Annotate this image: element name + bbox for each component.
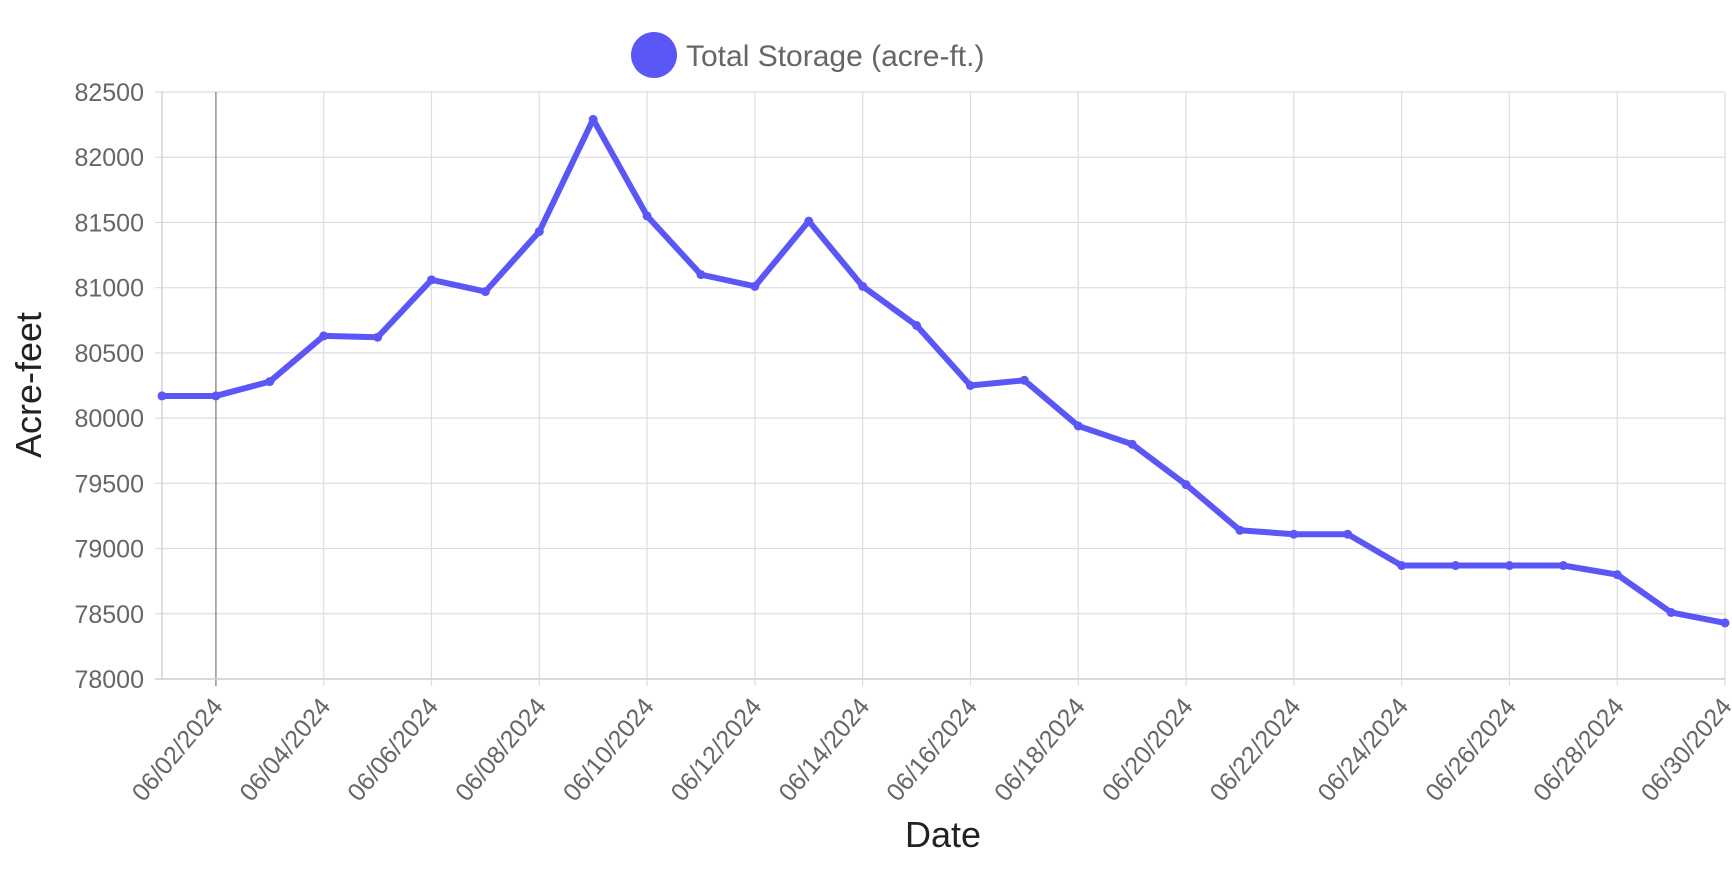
data-point[interactable] bbox=[1343, 529, 1353, 539]
data-point[interactable] bbox=[750, 281, 760, 291]
y-tick-label: 82500 bbox=[74, 79, 144, 107]
data-point[interactable] bbox=[1019, 375, 1029, 385]
x-axis-ticks: 06/02/2024 06/04/2024 06/06/2024 06/08/2024… bbox=[127, 693, 1732, 807]
data-point[interactable] bbox=[1289, 529, 1299, 539]
data-point[interactable] bbox=[1558, 561, 1568, 571]
y-axis-ticks: 78000 78500 79000 79500 80000 80500 81000 81500… bbox=[74, 79, 144, 694]
x-tick-label: 06/14/2024 bbox=[773, 693, 875, 807]
x-tick-label: 06/08/2024 bbox=[450, 693, 552, 807]
legend-label: Total Storage (acre-ft.) bbox=[686, 40, 984, 73]
data-point[interactable] bbox=[534, 227, 544, 237]
data-point[interactable] bbox=[1235, 525, 1245, 535]
x-tick-label: 06/16/2024 bbox=[881, 693, 983, 807]
data-point[interactable] bbox=[1397, 561, 1407, 571]
data-point[interactable] bbox=[588, 114, 598, 124]
y-tick-label: 79000 bbox=[74, 536, 144, 564]
data-point[interactable] bbox=[858, 281, 868, 291]
data-point[interactable] bbox=[965, 381, 975, 390]
data-point[interactable] bbox=[804, 216, 814, 226]
grid bbox=[155, 91, 1726, 686]
axes bbox=[155, 92, 1725, 680]
data-point[interactable] bbox=[1504, 561, 1514, 571]
data-point[interactable] bbox=[480, 287, 490, 297]
data-point[interactable] bbox=[1073, 421, 1083, 431]
data-point[interactable] bbox=[1666, 607, 1676, 617]
x-tick-label: 06/04/2024 bbox=[234, 693, 336, 807]
series bbox=[157, 114, 1730, 628]
x-tick-label: 06/02/2024 bbox=[127, 693, 229, 807]
x-tick-label: 06/20/2024 bbox=[1097, 693, 1199, 807]
data-point[interactable] bbox=[1451, 561, 1461, 571]
data-point[interactable] bbox=[1612, 570, 1622, 580]
data-point[interactable] bbox=[426, 275, 436, 285]
series-line bbox=[159, 116, 1728, 626]
data-point[interactable] bbox=[319, 331, 329, 341]
y-tick-label: 78000 bbox=[74, 666, 144, 694]
x-tick-label: 06/24/2024 bbox=[1312, 693, 1414, 807]
x-axis-title: Date bbox=[905, 814, 981, 855]
data-point[interactable] bbox=[211, 391, 221, 401]
x-tick-label: 06/06/2024 bbox=[342, 693, 444, 807]
y-tick-label: 80000 bbox=[74, 405, 144, 433]
data-point[interactable] bbox=[696, 270, 706, 280]
legend-swatch-icon bbox=[631, 32, 677, 78]
x-tick-label: 06/30/2024 bbox=[1636, 693, 1732, 807]
data-point[interactable] bbox=[1127, 439, 1137, 449]
data-point[interactable] bbox=[912, 320, 922, 330]
y-tick-label: 80500 bbox=[74, 340, 144, 368]
x-tick-label: 06/10/2024 bbox=[558, 693, 660, 807]
data-point[interactable] bbox=[1720, 618, 1730, 628]
data-point[interactable] bbox=[373, 332, 383, 342]
x-tick-label: 06/22/2024 bbox=[1205, 693, 1307, 807]
data-point[interactable] bbox=[642, 211, 652, 221]
data-point[interactable] bbox=[265, 377, 275, 387]
data-point[interactable] bbox=[1181, 480, 1191, 490]
y-tick-label: 79500 bbox=[74, 470, 144, 498]
y-tick-label: 82000 bbox=[74, 144, 144, 172]
y-tick-label: 81500 bbox=[74, 209, 144, 237]
y-axis-title: Acre-feet bbox=[8, 312, 49, 458]
y-tick-label: 81000 bbox=[74, 275, 144, 303]
x-tick-label: 06/28/2024 bbox=[1528, 693, 1630, 807]
x-tick-label: 06/18/2024 bbox=[989, 693, 1091, 807]
y-tick-label: 78500 bbox=[74, 601, 144, 629]
data-point[interactable] bbox=[157, 391, 167, 401]
legend[interactable]: Total Storage (acre-ft.) bbox=[631, 32, 984, 78]
x-tick-label: 06/26/2024 bbox=[1420, 693, 1522, 807]
x-tick-label: 06/12/2024 bbox=[666, 693, 768, 807]
